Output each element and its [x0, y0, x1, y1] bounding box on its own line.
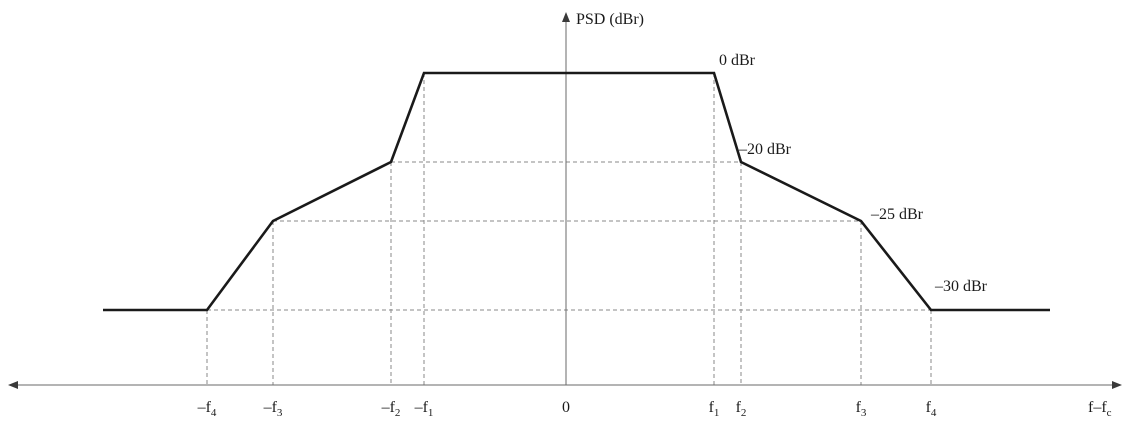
- x-tick-label: –f1: [414, 399, 434, 419]
- x-axis-right-arrow: [1112, 381, 1122, 389]
- level-label: –25 dBr: [870, 206, 924, 223]
- guide-lines: [206, 72, 932, 385]
- psd-mask-line: [103, 71, 1050, 312]
- y-axis-label: PSD (dBr): [576, 11, 644, 28]
- x-tick-label: 0: [562, 399, 570, 416]
- x-tick-label: f1: [709, 399, 720, 419]
- level-label: –30 dBr: [934, 278, 988, 295]
- level-label: –20 dBr: [738, 141, 792, 158]
- x-tick-labels: –f4 –f3 –f2 –f1 0 f1 f2 f3 f4: [197, 399, 937, 419]
- x-tick-label: f4: [926, 399, 937, 419]
- x-axis-label: f–fc: [1088, 399, 1112, 419]
- level-labels: 0 dBr –20 dBr –25 dBr –30 dBr: [719, 52, 988, 295]
- x-axis-left-arrow: [8, 381, 18, 389]
- x-tick-label: f2: [736, 399, 747, 419]
- x-tick-label: –f2: [381, 399, 401, 419]
- level-label: 0 dBr: [719, 52, 756, 69]
- x-tick-label: –f3: [263, 399, 283, 419]
- y-axis-arrow: [562, 12, 570, 22]
- x-tick-label: f3: [856, 399, 867, 419]
- x-tick-label: –f4: [197, 399, 217, 419]
